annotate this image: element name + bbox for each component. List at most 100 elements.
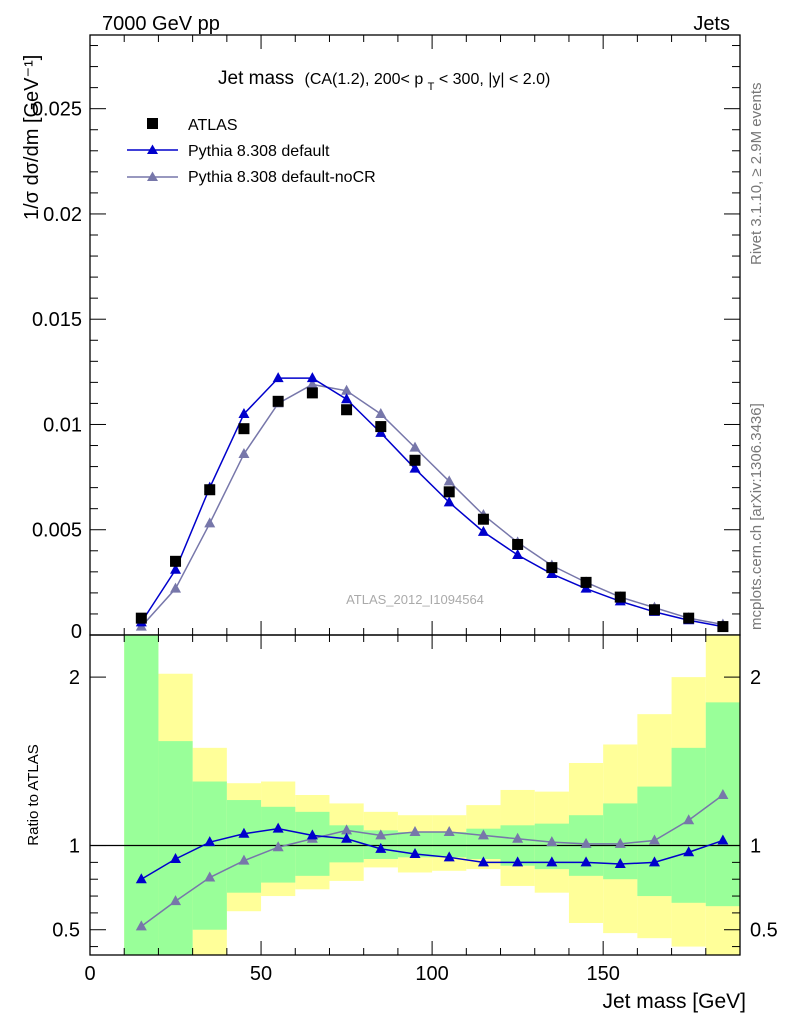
main-triangle-point [238,407,250,418]
ratio-triangle-point [477,856,489,867]
mcplots-label: mcplots.cern.ch [arXiv:1306.3436] [748,403,765,630]
main-triangle-point [170,582,182,593]
ratio-triangle-point [648,834,660,845]
ratio-plot-frame [89,634,741,956]
ratio-y-tick-label: 1 [69,836,80,858]
ratio-triangle-point [443,851,455,862]
ratio-triangle-point [170,853,182,863]
main-panel: 0.005 0.01 0.015 0.02 0.025 0 ATLAS_2012_I109… [21,34,741,643]
x-axis-label: Jet mass [GeV] [602,990,746,1013]
ratio-triangle-point [238,827,250,838]
legend-marker-triangle [147,144,158,154]
main-y-tick-label: 0.015 [32,309,82,331]
ratio-triangle-point [238,854,250,865]
ratio-triangle-point [135,873,147,884]
legend-label-pythia-default: Pythia 8.308 default [188,143,330,160]
ratio-triangle-point [375,842,387,853]
main-y-tick-label: 0.025 [32,99,82,121]
ratio-triangle-point [648,856,660,867]
atlas-data-point [512,538,524,550]
main-title-text: Jet mass [218,68,294,89]
main-triangle-point [409,441,421,452]
header-category-label: Jets [693,13,730,35]
main-triangle-point [443,475,455,486]
main-triangle-point [512,549,524,559]
ratio-triangle-point [204,871,216,882]
ratio-y-tick-label-right: 1 [750,836,761,858]
atlas-data-point [443,486,455,498]
atlas-data-point [717,621,729,633]
legend-marker-triangle [147,171,158,181]
x-tick-label: 50 [250,963,272,985]
header-collision-label: 7000 GeV pp [102,13,220,35]
ratio-triangle-point [272,822,284,833]
ratio-triangle-point [512,856,524,867]
main-triangle-point [238,447,250,458]
ratio-y-tick-label-right: 0.5 [750,920,778,942]
ratio-triangle-point [341,832,353,843]
ratio-triangle-point [717,789,729,799]
ratio-triangle-point [375,829,387,840]
x-tick-label: 150 [586,963,619,985]
inner-uncertainty-band [124,635,159,955]
ratio-triangle-point [306,829,318,840]
main-triangle-point [170,563,182,574]
atlas-data-point [477,513,489,525]
ratio-panel: 0 50 100 150 0.5 0.5 1 1 2 2 Ratio to ATLAS Jet m… [25,634,778,1013]
main-triangle-point [272,372,284,383]
ratio-triangle-point [170,895,182,906]
atlas-data-point [204,484,216,496]
legend-entry-pythia-nocr: Pythia 8.308 default-noCR [127,169,376,186]
main-triangle-point [375,407,387,418]
atlas-data-point [238,423,250,435]
main-triangle-point [341,384,353,395]
main-triangle-point [306,378,318,389]
ratio-y-tick-label: 0.5 [52,920,80,942]
atlas-data-point [614,591,626,603]
main-ticks: 0.005 0.01 0.015 0.02 0.025 0 [32,35,741,643]
ratio-triangle-point [546,856,558,867]
legend: ATLAS Pythia 8.308 default Pythia 8.308 … [127,117,376,186]
ratio-bands [124,635,740,955]
main-triangle-point [204,517,216,528]
ratio-triangle-point [204,836,216,847]
ratio-triangle-point [512,832,524,843]
main-y-tick-label: 0.01 [43,414,82,436]
legend-entry-atlas: ATLAS [147,117,238,134]
ratio-y-tick-label-right: 2 [750,667,761,689]
main-y-axis-label: 1/σ dσ/dm [GeV⁻¹] [21,55,43,220]
main-title-subscript: T [428,81,435,93]
atlas-data-point [546,562,558,574]
ratio-series-line [140,827,724,880]
ratio-triangle-point [614,837,626,848]
atlas-data-point [580,576,592,588]
ratio-triangle-point [614,858,626,869]
atlas-data-point [375,421,387,433]
ratio-triangle-point [477,829,489,840]
main-title: Jet mass (CA(1.2), 200< p T < 300, |y| <… [218,68,550,94]
main-triangle-point [409,462,421,473]
ratio-triangle-point [580,856,592,867]
ratio-triangle-point [341,824,353,835]
ratio-triangle-point [683,846,695,857]
inner-uncertainty-band [192,781,227,930]
inner-uncertainty-band [295,811,330,876]
main-y-tick-label: 0 [71,621,82,643]
atlas-data-point [648,604,660,616]
main-triangle-point [341,393,353,404]
atlas-data-point [272,395,284,407]
ratio-y-axis-label: Ratio to ATLAS [25,744,42,845]
main-watermark: ATLAS_2012_I1094564 [346,592,484,607]
main-title-detail-end: < 300, |y| < 2.0) [439,71,551,88]
ratio-triangle-point [443,826,455,837]
ratio-triangle-point [546,836,558,847]
ratio-triangle-point [409,826,421,837]
ratio-series-line [140,794,724,927]
main-series-line [140,377,724,628]
atlas-data-point [306,387,318,399]
atlas-data-point [170,555,182,567]
atlas-data-point [135,612,147,624]
main-triangle-point [306,372,318,383]
legend-label-atlas: ATLAS [188,117,238,134]
